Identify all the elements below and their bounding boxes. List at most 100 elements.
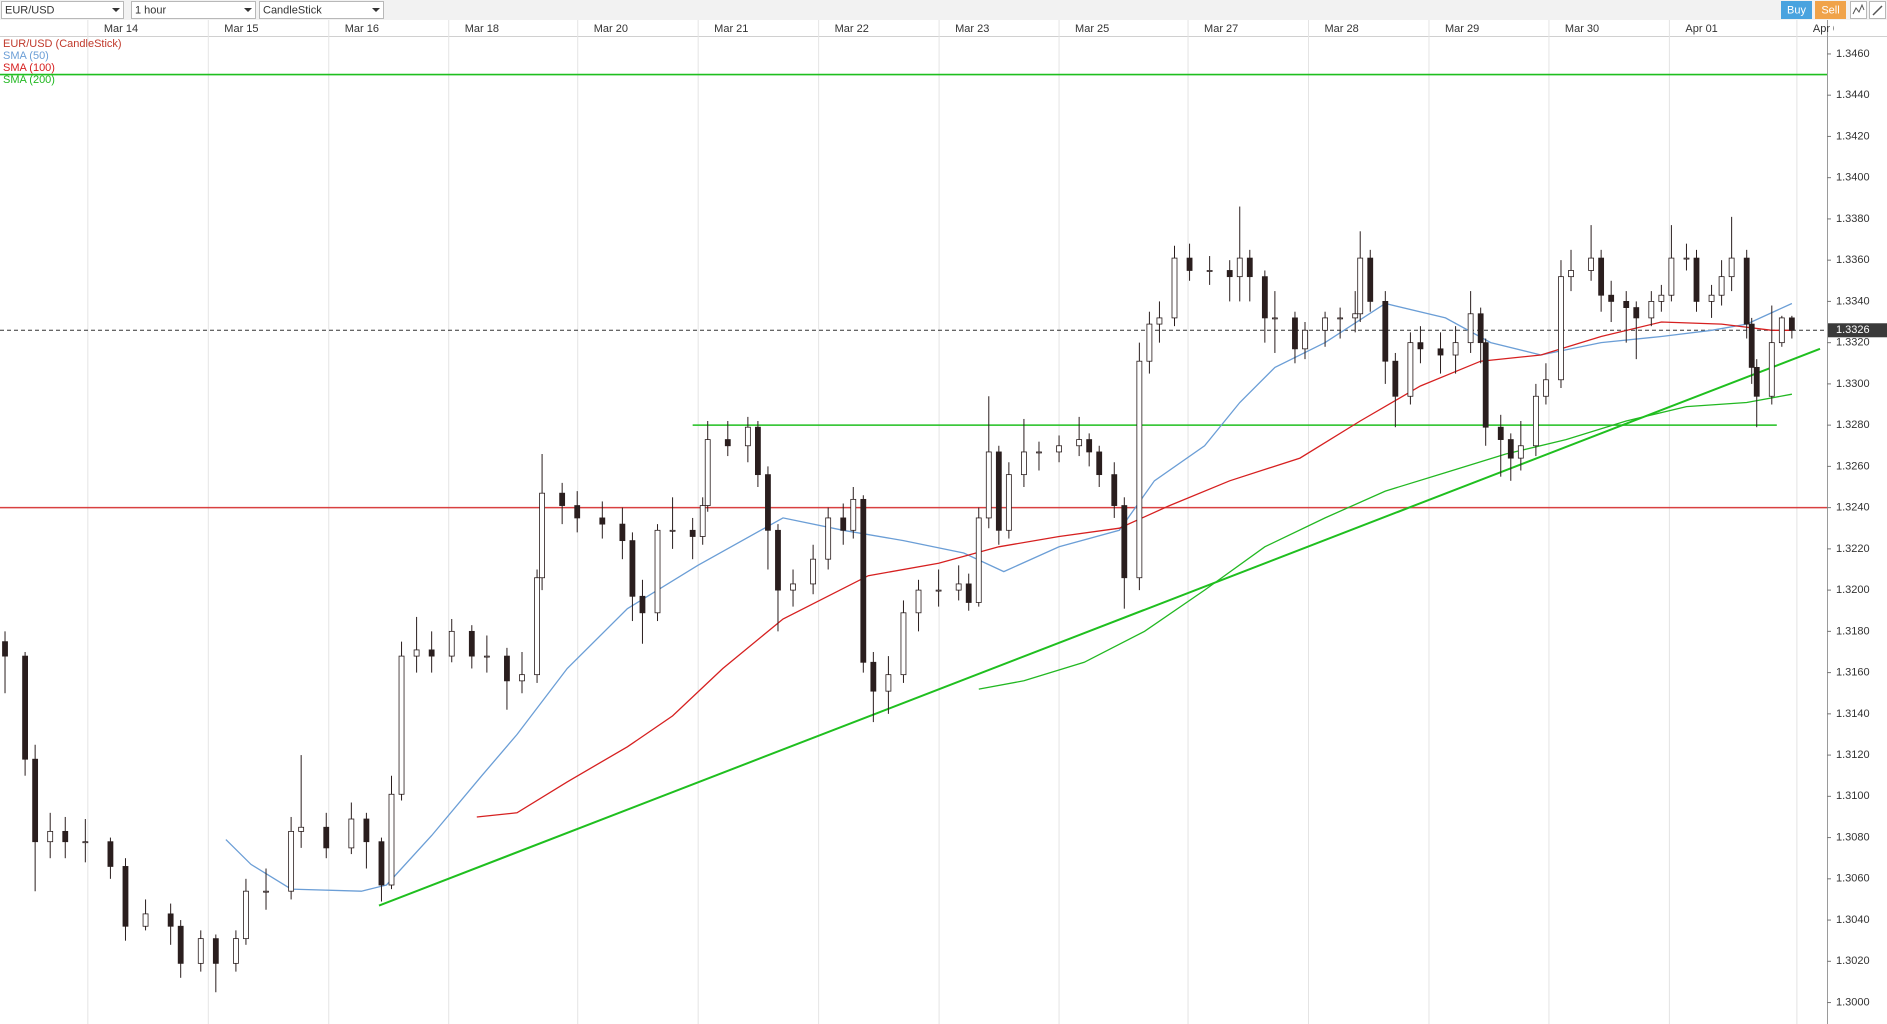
candle-body [1728, 257, 1735, 278]
candle-body [1322, 317, 1328, 331]
candle-body [724, 439, 731, 447]
candle-body [413, 649, 420, 657]
x-tick-label: Mar 30 [1565, 23, 1599, 35]
candle-body [468, 630, 475, 657]
candle-body [1292, 317, 1298, 350]
draw-icon[interactable] [1869, 1, 1886, 19]
candle-body [1648, 301, 1655, 319]
candle-body [122, 866, 129, 927]
y-tick-label: 1.3120 [1836, 749, 1870, 761]
candle-body [534, 577, 540, 676]
candle-body [448, 630, 455, 657]
candle-body [1633, 307, 1640, 319]
candle-body [1437, 348, 1444, 356]
y-tick-label: 1.3340 [1836, 295, 1870, 307]
candle-body [62, 830, 69, 843]
candle-body [619, 523, 626, 542]
candle-body [654, 529, 661, 614]
candle-body [825, 517, 832, 560]
candle-body [1407, 342, 1414, 397]
toolbar [0, 0, 1887, 20]
candle-body [519, 674, 525, 682]
x-tick-label: Apr 01 [1685, 23, 1717, 35]
candle-body [1226, 270, 1233, 278]
candle-body [1708, 294, 1715, 302]
candle-body [1608, 294, 1615, 302]
candle-body [900, 612, 907, 676]
x-tick-label: Mar 23 [955, 23, 989, 35]
candle-body [428, 649, 435, 657]
x-tick-label: Mar 29 [1445, 23, 1479, 35]
candle-body [1096, 451, 1103, 476]
y-tick-label: 1.3040 [1836, 914, 1870, 926]
x-tick-label: Mar 20 [594, 23, 628, 35]
y-tick-label: 1.3360 [1836, 254, 1870, 266]
chart-type-text: CandleStick [263, 4, 322, 16]
candle-body [323, 826, 330, 849]
candle-body [965, 583, 972, 603]
y-tick-label: 1.3060 [1836, 873, 1870, 885]
candle-body [1753, 366, 1760, 397]
indicator-icon[interactable] [1850, 1, 1867, 19]
legend-entry: SMA (50) [3, 50, 49, 62]
candle-body [1206, 270, 1213, 272]
symbol-select[interactable]: EUR/USD [1, 1, 124, 19]
candle-body [1036, 451, 1042, 454]
candle-body [1417, 342, 1424, 350]
x-tick-label: Mar 21 [714, 23, 748, 35]
candle-body [689, 529, 696, 537]
candle-body [142, 913, 149, 927]
candle-body [363, 818, 370, 843]
candle-body [699, 505, 706, 537]
candle-body [504, 655, 510, 682]
candle-body [915, 589, 922, 614]
candle-body [1005, 474, 1012, 531]
candle-body [1743, 257, 1750, 325]
sell-button[interactable]: Sell [1815, 1, 1846, 19]
candle-body [574, 505, 581, 519]
time-axis-band [0, 20, 1887, 36]
chart-type-select[interactable]: CandleStick [259, 1, 384, 19]
candle-body [1658, 294, 1665, 302]
candle-body [1352, 313, 1359, 319]
x-tick-label: Mar 25 [1075, 23, 1109, 35]
y-tick-label: 1.3180 [1836, 625, 1870, 637]
y-tick-label: 1.3460 [1836, 48, 1870, 60]
x-tick-label: Mar 27 [1204, 23, 1238, 35]
candle-body [483, 655, 490, 658]
sma-line [978, 393, 1793, 690]
candle-body [32, 758, 39, 843]
candle-body [1246, 257, 1253, 278]
candle-body [790, 583, 796, 591]
candle-body [298, 826, 305, 832]
buy-button[interactable]: Buy [1781, 1, 1812, 19]
x-tick-label: Apr 02 [1813, 23, 1845, 35]
current-price-tag [1828, 323, 1887, 338]
legend-title: EUR/USD (CandleStick) [3, 38, 122, 50]
candle-body [755, 426, 761, 476]
candle-body [870, 661, 877, 692]
candle-body [1146, 323, 1153, 362]
symbol-text: EUR/USD [5, 4, 55, 16]
candle-body [1056, 445, 1062, 453]
time-axis-labels: Mar 14 Mar 15 Mar 16 Mar 18 Mar 20 Mar 21 Mar … [104, 23, 1845, 35]
candle-body [288, 830, 295, 892]
candle-body [1693, 257, 1700, 302]
interval-select[interactable]: 1 hour [131, 1, 256, 19]
candle-body [197, 938, 204, 964]
y-tick-label: 1.3100 [1836, 790, 1870, 802]
x-tick-label: Mar 22 [835, 23, 869, 35]
candle-body [539, 492, 545, 579]
y-tick-label: 1.3160 [1836, 667, 1870, 679]
candle-body [1543, 379, 1549, 397]
candle-body [1261, 276, 1268, 319]
y-tick-label: 1.3240 [1836, 502, 1870, 514]
y-tick-label: 1.3280 [1836, 419, 1870, 431]
candle-body [1532, 395, 1539, 447]
candle-body [2, 641, 8, 657]
candle-body [1748, 323, 1755, 368]
x-tick-label: Mar 14 [104, 23, 138, 35]
candle-body [975, 517, 982, 603]
y-tick-label: 1.3200 [1836, 584, 1870, 596]
